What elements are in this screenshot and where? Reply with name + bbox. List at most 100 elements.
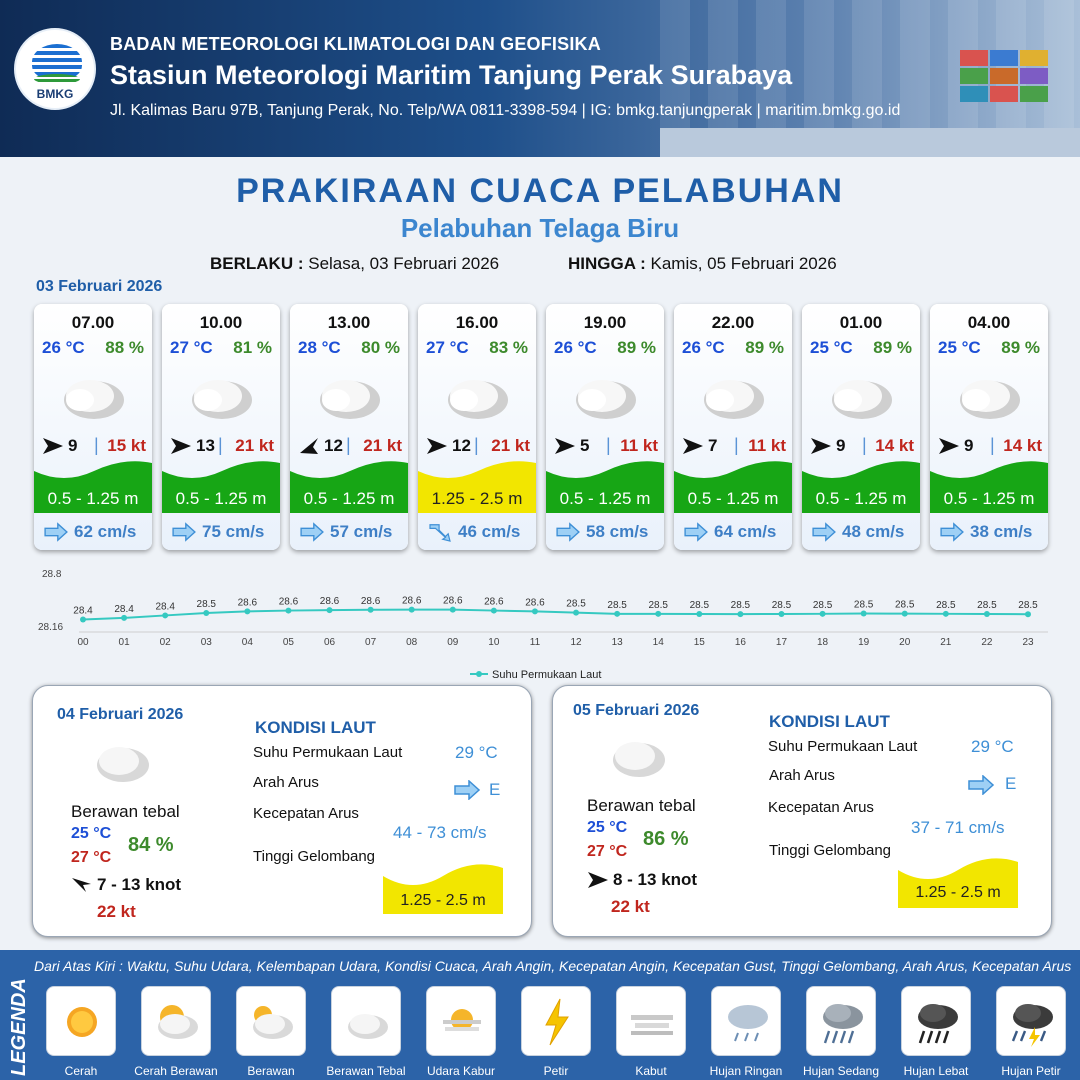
validity-from-value: Selasa, 03 Februari 2026	[308, 254, 500, 273]
forecast-card: 07.00 26 °C 88 % 9 | 15 kt 0.5 - 1.25 m 62 cm/s	[34, 304, 152, 550]
card-wind-speed: 9	[68, 436, 78, 455]
card-gust: 11 kt	[748, 436, 786, 455]
legend-item-heavy-rain	[901, 986, 971, 1056]
x-tick-label: 19	[858, 637, 870, 648]
card-wind-speed: 12	[324, 436, 343, 455]
x-tick-label: 09	[447, 637, 459, 648]
legend-title-text: LEGENDA	[8, 978, 30, 1076]
card-wind-speed: 9	[836, 436, 846, 455]
card-gust: 21 kt	[491, 436, 530, 455]
card-time: 22.00	[711, 313, 755, 332]
sst-data-label: 28.5	[690, 600, 710, 611]
card-time: 19.00	[583, 313, 627, 332]
sst-data-point	[408, 606, 415, 613]
card-current-row: 48 cm/s	[810, 520, 920, 544]
cloud-sun-icon	[253, 1006, 293, 1039]
card-time: 16.00	[455, 313, 499, 332]
sst-value: 29 °C	[455, 743, 498, 762]
card-current-speed: 46 cm/s	[458, 522, 521, 541]
card-wave-height: 0.5 - 1.25 m	[303, 489, 395, 508]
sst-data-label: 28.5	[977, 600, 997, 611]
cloud-icon	[576, 380, 636, 419]
container-block	[990, 50, 1018, 66]
x-tick-label: 21	[940, 637, 952, 648]
arrow-right-icon	[940, 522, 964, 542]
thunderstorm-icon	[1011, 1004, 1053, 1047]
sst-data-label: 28.5	[772, 600, 792, 611]
legend-item-haze	[426, 986, 496, 1056]
sst-data-label: 28.6	[484, 597, 504, 608]
arrow-right-icon	[556, 522, 580, 542]
sst-data-point	[449, 606, 456, 613]
validity-to-label: HINGGA :	[568, 254, 646, 273]
x-tick-label: 05	[283, 637, 295, 648]
card-wave-height: 0.5 - 1.25 m	[815, 489, 907, 508]
sst-data-point	[203, 610, 210, 616]
validity-from: BERLAKU : Selasa, 03 Februari 2026	[210, 254, 499, 274]
legend-item-label: Kabut	[635, 1064, 667, 1078]
y-tick-label: 28.16	[38, 622, 63, 633]
panel-humidity: 86 %	[643, 828, 689, 850]
card-current-speed: 57 cm/s	[330, 522, 393, 541]
x-tick-label: 02	[160, 637, 172, 648]
arrow-right-icon	[43, 438, 63, 454]
legend-item-label: Udara Kabur	[426, 1064, 496, 1078]
container-block	[1020, 68, 1048, 84]
cloud-icon	[613, 742, 665, 777]
arrow-right-icon	[811, 438, 831, 454]
card-time: 01.00	[839, 313, 883, 332]
sea-condition-heading: KONDISI LAUT	[769, 712, 890, 731]
daily-panel-day3: 05 Februari 2026 Berawan tebal 25 °C 27 …	[552, 685, 1052, 937]
legend-item-label: Berawan	[247, 1064, 295, 1078]
card-gust: 11 kt	[620, 436, 658, 455]
cloud-icon	[348, 1014, 388, 1039]
card-current-row: 58 cm/s	[554, 520, 664, 544]
card-wind-speed: 12	[452, 436, 471, 455]
chart-legend-marker	[476, 671, 482, 677]
legend-item-label: Hujan Sedang	[802, 1064, 880, 1078]
card-separator: |	[94, 435, 99, 455]
legend-item-lightning	[521, 986, 591, 1056]
card-separator: |	[990, 435, 995, 455]
panel-date: 04 Februari 2026	[57, 706, 184, 723]
sst-data-point	[655, 610, 662, 617]
panel-gust: 22 kt	[97, 902, 136, 921]
sst-data-label: 28.6	[525, 597, 545, 608]
panel-wind-speed: 7 - 13 knot	[97, 875, 182, 894]
legend-item-thunderstorm	[996, 986, 1066, 1056]
card-time: 04.00	[967, 313, 1011, 332]
x-tick-label: 20	[899, 637, 911, 648]
current-direction-value: E	[1005, 774, 1017, 793]
legend-item-label: Hujan Petir	[1001, 1064, 1061, 1078]
card-wind-row: 13 | 21 kt	[162, 435, 280, 459]
card-wind-row: 9 | 14 kt	[930, 435, 1048, 459]
legend-item-cloud-sun	[236, 986, 306, 1056]
card-humidity: 88 %	[105, 338, 144, 357]
x-tick-label: 04	[242, 637, 254, 648]
panel-gust: 22 kt	[611, 897, 650, 916]
sea-condition-heading: KONDISI LAUT	[255, 718, 376, 737]
panel-temp-max: 27 °C	[587, 843, 628, 860]
sst-data-label: 28.5	[854, 599, 874, 610]
forecast-card: 22.00 26 °C 89 % 7 | 11 kt 0.5 - 1.25 m 64 cm/s	[674, 304, 792, 550]
container-block	[1020, 86, 1048, 102]
dock-floor	[660, 128, 1080, 157]
card-time: 07.00	[71, 313, 115, 332]
card-current-row: 75 cm/s	[170, 520, 280, 544]
sst-data-label: 28.5	[607, 600, 627, 611]
sst-data-label: 28.6	[402, 596, 422, 607]
sst-data-label: 28.6	[320, 596, 340, 607]
arrow-right-icon	[427, 438, 447, 454]
current-direction-value: E	[489, 780, 501, 799]
card-current-speed: 64 cm/s	[714, 522, 777, 541]
sst-data-label: 28.5	[936, 600, 956, 611]
cloud-icon	[192, 380, 252, 419]
card-wave-indicator	[802, 461, 920, 513]
container-block	[1020, 50, 1048, 66]
card-gust: 21 kt	[363, 436, 402, 455]
legend-item-sun-cloud	[141, 986, 211, 1056]
light-rain-icon	[728, 1005, 768, 1042]
legend-item-sun	[46, 986, 116, 1056]
card-wind-speed: 7	[708, 436, 718, 455]
sst-data-point	[819, 610, 826, 617]
